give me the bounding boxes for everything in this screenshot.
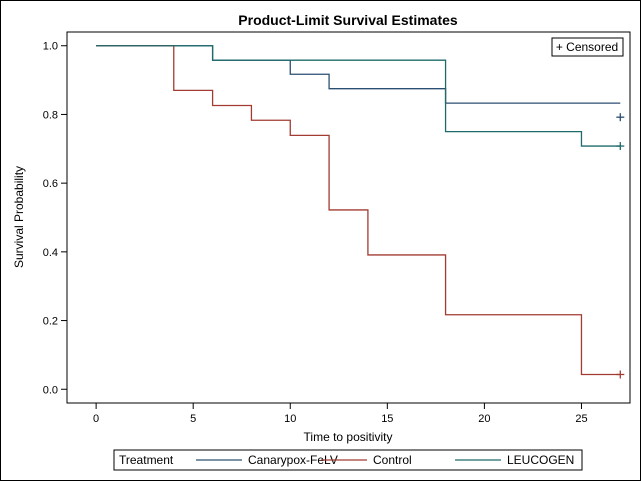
- x-tick-label: 10: [284, 413, 296, 425]
- series-line-canarypox-felv: [96, 45, 621, 104]
- series-line-control: [96, 45, 621, 376]
- x-tick-label: 15: [381, 413, 393, 425]
- chart-title: Product-Limit Survival Estimates: [238, 12, 458, 28]
- series-line-leucogen: [96, 45, 621, 147]
- series-layer: [96, 45, 625, 379]
- legend-label: Canarypox-FeLV: [248, 453, 338, 467]
- x-tick-label: 25: [575, 413, 587, 425]
- censor-mark-control: [616, 370, 625, 379]
- censored-inset-legend: + Censored: [551, 37, 624, 57]
- x-tick-label: 20: [478, 413, 490, 425]
- censored-inset-label: + Censored: [556, 40, 618, 54]
- y-tick-label: 0.4: [43, 247, 58, 259]
- y-tick-label: 0.6: [43, 178, 58, 190]
- y-axis: 0.0 0.2 0.4 0.6 0.8 1.0: [43, 41, 67, 396]
- legend-label: LEUCOGEN: [507, 453, 574, 467]
- censor-mark-canarypox-felv: [616, 113, 625, 122]
- y-tick-label: 1.0: [43, 41, 58, 53]
- y-axis-label: Survival Probability: [12, 166, 26, 268]
- x-axis-label: Time to positivity: [304, 430, 393, 444]
- censor-mark-leucogen: [616, 142, 625, 151]
- plot-area: [66, 31, 631, 404]
- legend-item-control: Control: [321, 453, 412, 467]
- x-tick-label: 0: [93, 413, 99, 425]
- treatment-legend: Treatment Canarypox-FeLV Control LEUCOGEN: [113, 449, 583, 471]
- legend-item-leucogen: LEUCOGEN: [455, 453, 574, 467]
- x-axis: 0 5 10 15 20 25: [93, 403, 588, 425]
- y-tick-label: 0.0: [43, 384, 58, 396]
- legend-item-canarypox-felv: Canarypox-FeLV: [196, 453, 338, 467]
- x-tick-label: 5: [190, 413, 196, 425]
- censored-inset-box: [551, 37, 624, 57]
- legend-title: Treatment: [119, 453, 174, 467]
- y-tick-label: 0.2: [43, 316, 58, 328]
- y-tick-label: 0.8: [43, 109, 58, 121]
- legend-label: Control: [373, 453, 412, 467]
